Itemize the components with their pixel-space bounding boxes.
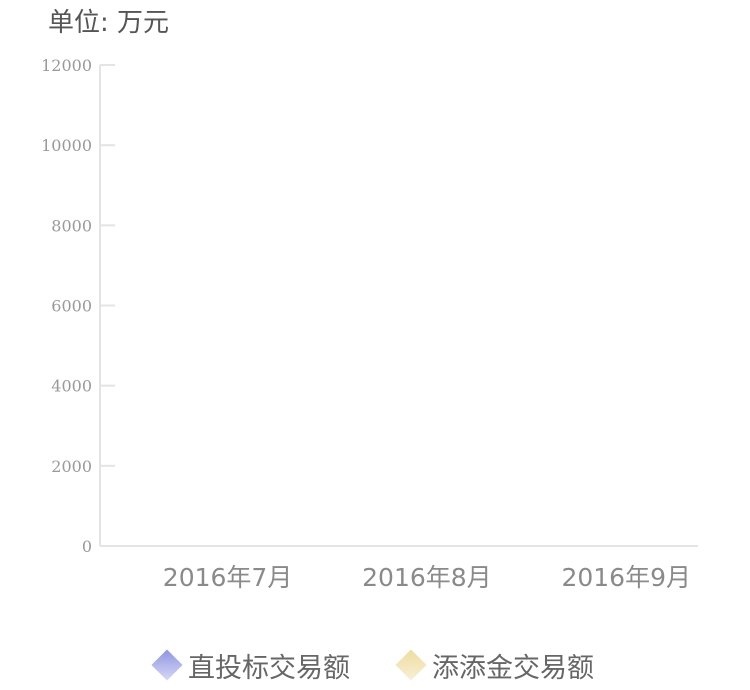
legend-item-direct-investment[interactable]: 直投标交易额	[156, 646, 350, 685]
y-tick-label: 4000	[51, 377, 92, 396]
axes	[100, 65, 698, 546]
y-tick-label: 0	[82, 537, 92, 556]
x-tick-label: 2016年7月	[163, 563, 293, 592]
x-tick-label: 2016年8月	[362, 563, 492, 592]
x-tick-label: 2016年9月	[561, 563, 691, 592]
legend-label-tiantianjin: 添添金交易额	[432, 646, 594, 685]
y-tick-label: 2000	[51, 457, 92, 476]
diamond-icon	[151, 649, 182, 680]
y-tick-label: 12000	[41, 56, 92, 75]
y-tick-label: 8000	[51, 216, 92, 235]
y-axis-ticks: 0 2000 4000 6000 8000 10000 12000	[41, 56, 115, 556]
diamond-icon	[395, 649, 426, 680]
legend-item-tiantianjin[interactable]: 添添金交易额	[400, 646, 594, 685]
x-axis-ticks: 2016年7月 2016年8月 2016年9月	[163, 563, 691, 592]
legend-label-direct-investment: 直投标交易额	[188, 646, 350, 685]
y-tick-label: 6000	[51, 297, 92, 316]
y-tick-label: 10000	[41, 136, 92, 155]
